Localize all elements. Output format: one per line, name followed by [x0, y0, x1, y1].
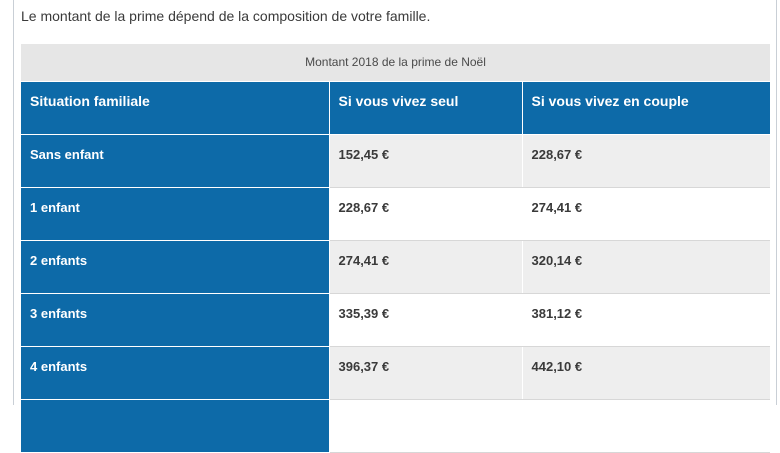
content-frame: Le montant de la prime dépend de la comp…	[13, 0, 777, 453]
row-situation: Sans enfant	[21, 134, 330, 188]
cell-couple: 442,10 €	[522, 346, 770, 400]
row-situation: 3 enfants	[21, 293, 330, 347]
table-row: 3 enfants 335,39 € 381,12 €	[21, 293, 770, 347]
prime-table: Situation familiale Si vous vivez seul S…	[21, 82, 770, 453]
cell-couple-partial	[522, 399, 770, 453]
row-situation: 1 enfant	[21, 187, 330, 241]
cell-seul: 228,67 €	[329, 187, 523, 241]
intro-text: Le montant de la prime dépend de la comp…	[21, 8, 431, 24]
table-row: 2 enfants 274,41 € 320,14 €	[21, 240, 770, 294]
table-row: Sans enfant 152,45 € 228,67 €	[21, 134, 770, 188]
header-couple: Si vous vivez en couple	[522, 82, 770, 135]
table-header-row: Situation familiale Si vous vivez seul S…	[21, 82, 770, 135]
header-situation: Situation familiale	[21, 82, 330, 135]
cell-couple: 228,67 €	[522, 134, 770, 188]
row-situation: 2 enfants	[21, 240, 330, 294]
table-row: 4 enfants 396,37 € 442,10 €	[21, 346, 770, 400]
row-situation: 4 enfants	[21, 346, 330, 400]
cell-seul-partial	[329, 399, 523, 453]
table-row: 1 enfant 228,67 € 274,41 €	[21, 187, 770, 241]
cell-seul: 152,45 €	[329, 134, 523, 188]
cell-seul: 396,37 €	[329, 346, 523, 400]
table-caption: Montant 2018 de la prime de Noël	[21, 44, 770, 82]
row-situation-partial	[21, 399, 330, 453]
cell-seul: 335,39 €	[329, 293, 523, 347]
cell-couple: 320,14 €	[522, 240, 770, 294]
prime-table-container: Montant 2018 de la prime de Noël Situati…	[21, 44, 770, 453]
cell-couple: 274,41 €	[522, 187, 770, 241]
cell-seul: 274,41 €	[329, 240, 523, 294]
header-seul: Si vous vivez seul	[329, 82, 523, 135]
table-row-partial	[21, 399, 770, 453]
cell-couple: 381,12 €	[522, 293, 770, 347]
